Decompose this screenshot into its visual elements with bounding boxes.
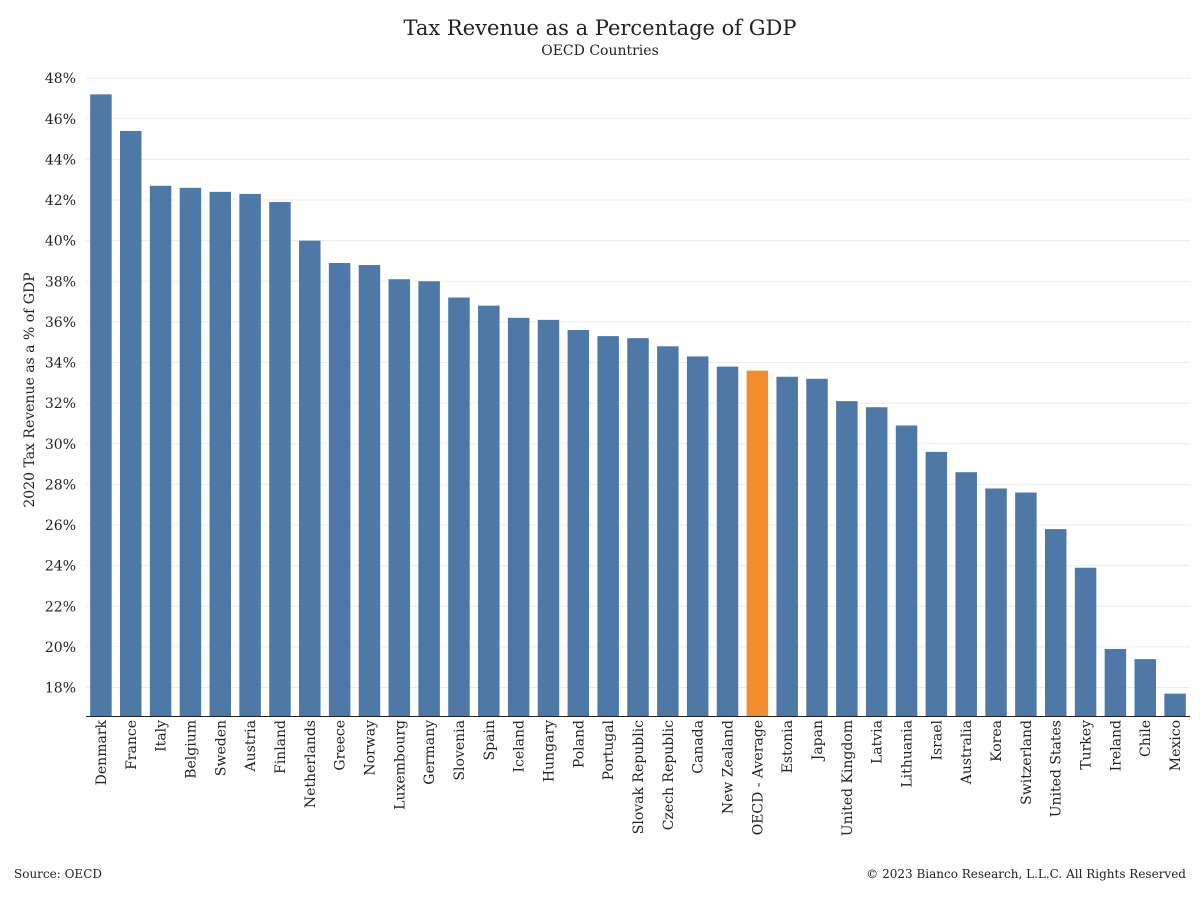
bars [90, 94, 1186, 717]
bar-spain [478, 305, 500, 716]
bar-portugal [597, 336, 619, 716]
bar-slovak-republic [627, 338, 649, 716]
x-axis-labels: Denmark France Italy Belgium Sweden Austria Fi… [94, 719, 1184, 836]
y-tick-label: 26% [45, 518, 76, 534]
x-tick-label: Lithuania [900, 720, 916, 788]
x-tick-label: Italy [154, 720, 170, 752]
bar-new-zealand [716, 366, 739, 716]
y-tick-label: 22% [45, 599, 76, 615]
x-tick-label: Estonia [780, 720, 796, 773]
y-tick-label: 24% [45, 559, 76, 575]
x-tick-label: Iceland [512, 720, 528, 772]
x-tick-label: OECD - Average [750, 720, 766, 835]
x-tick-label: United States [1049, 720, 1065, 817]
x-tick-label: Chile [1138, 720, 1154, 757]
x-tick-label: Switzerland [1019, 720, 1035, 805]
x-tick-label: France [124, 720, 140, 770]
x-tick-label: Norway [362, 720, 378, 776]
bar-france [120, 130, 142, 717]
x-tick-label: Austria [243, 720, 259, 772]
x-tick-label: Germany [422, 720, 438, 785]
bar-latvia [865, 407, 888, 716]
bar-mexico [1164, 693, 1186, 716]
y-tick-label: 18% [45, 681, 76, 697]
x-tick-label: Greece [333, 720, 349, 771]
bar-switzerland [1015, 492, 1037, 716]
x-tick-label: Sweden [213, 720, 229, 776]
bar-ireland [1104, 648, 1127, 716]
bar-denmark [90, 94, 112, 716]
bar-japan [806, 378, 828, 716]
x-tick-label: Canada [691, 720, 707, 774]
x-tick-label: Latvia [870, 720, 886, 764]
x-tick-label: Hungary [541, 720, 557, 782]
bar-greece [328, 262, 351, 716]
bar-united-states [1044, 529, 1067, 716]
y-axis-ticks: 18% 20% 22% 24% 26% 28% 30% 32% 34% 36% 38% 40% 42% 4… [45, 71, 76, 696]
bar-belgium [179, 187, 202, 716]
source-note: Source: OECD [14, 867, 102, 881]
bar-luxembourg [388, 279, 411, 716]
bar-turkey [1074, 567, 1097, 716]
y-tick-label: 28% [45, 477, 76, 493]
y-tick-label: 46% [45, 112, 76, 128]
bar-norway [358, 265, 381, 716]
bar-australia [955, 472, 977, 716]
x-tick-label: Finland [273, 720, 289, 774]
x-tick-label: Poland [571, 720, 587, 768]
y-axis-title: 2020 Tax Revenue as a % of GDP [22, 272, 38, 507]
bar-iceland [507, 317, 530, 716]
y-tick-label: 30% [45, 437, 76, 453]
x-tick-label: Mexico [1168, 720, 1184, 771]
x-tick-label: Turkey [1079, 720, 1095, 770]
x-tick-label: Japan [810, 720, 826, 762]
y-tick-label: 44% [45, 152, 76, 168]
bar-hungary [537, 319, 560, 716]
y-tick-label: 42% [45, 193, 76, 209]
bar-netherlands [299, 240, 321, 716]
x-tick-label: Israel [929, 719, 945, 760]
y-tick-label: 36% [45, 315, 76, 331]
bar-czech-republic [657, 346, 679, 716]
bar-germany [418, 281, 440, 716]
x-tick-label: New Zealand [721, 720, 737, 814]
bar-united-kingdom [836, 401, 858, 716]
bar-poland [567, 330, 590, 716]
bar-oecd-average [746, 370, 769, 716]
x-tick-label: Denmark [94, 719, 110, 785]
bar-slovenia [448, 297, 470, 716]
x-tick-label: Slovenia [452, 720, 468, 781]
bar-austria [239, 193, 261, 717]
bar-sweden [209, 191, 232, 717]
bar-israel [925, 451, 948, 716]
x-tick-label: Luxembourg [392, 720, 408, 810]
y-tick-label: 34% [45, 356, 76, 372]
y-tick-label: 20% [45, 640, 76, 656]
x-tick-label: Ireland [1108, 720, 1124, 771]
y-tick-label: 32% [45, 396, 76, 412]
x-tick-label: Spain [482, 720, 498, 760]
bar-estonia [776, 376, 798, 716]
bar-italy [149, 185, 172, 716]
bar-lithuania [895, 425, 918, 716]
bar-canada [686, 356, 709, 716]
bar-korea [985, 488, 1007, 716]
x-tick-label: Australia [959, 720, 975, 785]
x-tick-label: Belgium [183, 720, 199, 779]
x-tick-label: Portugal [601, 719, 617, 780]
x-tick-label: Czech Republic [661, 720, 677, 830]
y-tick-label: 38% [45, 274, 76, 290]
bar-chile [1134, 659, 1156, 716]
x-tick-label: Netherlands [303, 720, 319, 808]
x-tick-label: Slovak Republic [631, 720, 647, 834]
chart-subtitle: OECD Countries [541, 43, 659, 59]
chart-title: Tax Revenue as a Percentage of GDP [403, 16, 797, 40]
y-tick-label: 40% [45, 234, 76, 250]
copyright-note: © 2023 Bianco Research, L.L.C. All Right… [866, 867, 1186, 881]
y-tick-label: 48% [45, 71, 76, 87]
x-tick-label: Korea [989, 720, 1005, 762]
x-tick-label: United Kingdom [840, 720, 856, 836]
bar-finland [269, 202, 291, 717]
